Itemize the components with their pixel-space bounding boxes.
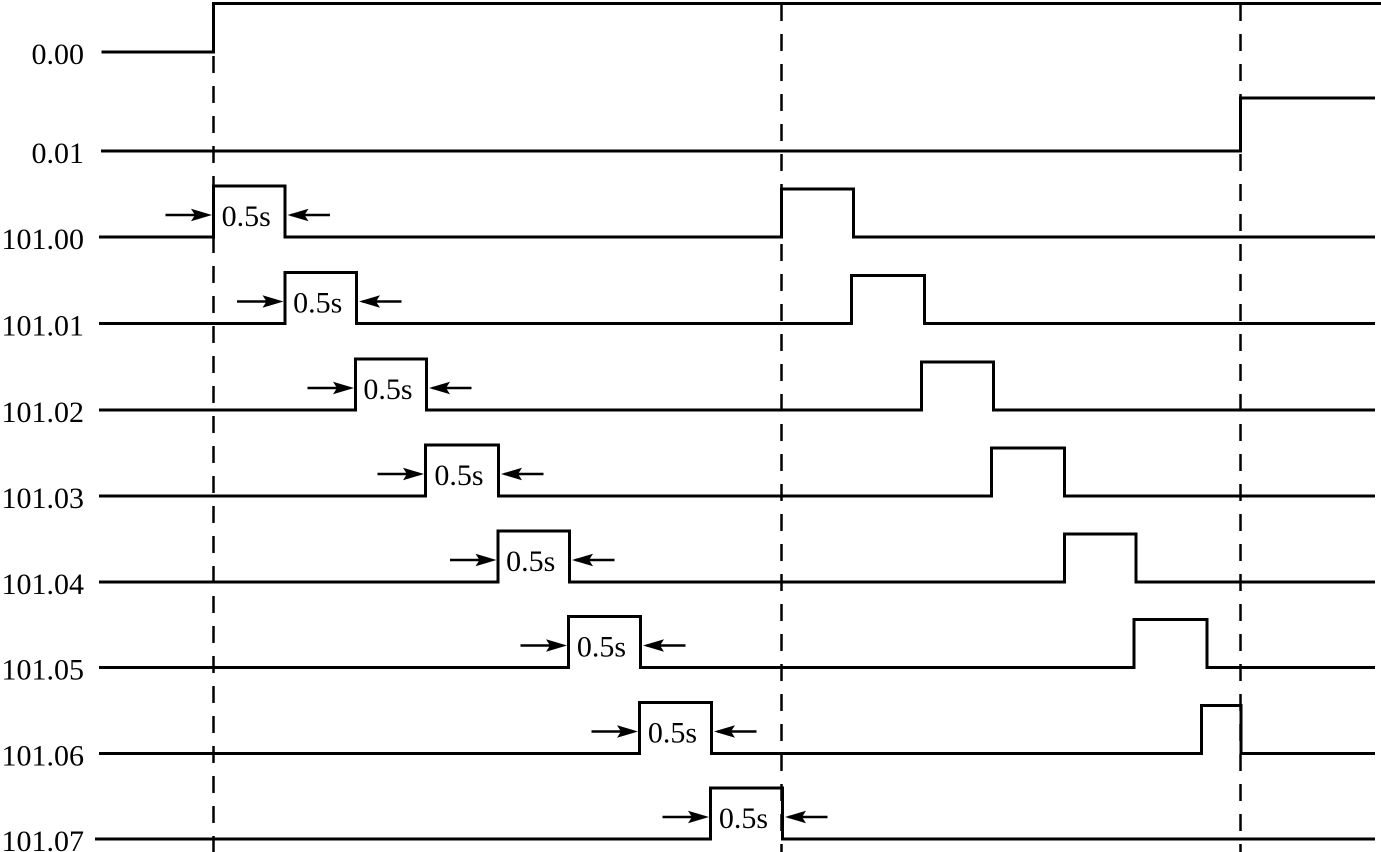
svg-text:0.5s: 0.5s xyxy=(719,802,768,835)
svg-text:101.05: 101.05 xyxy=(2,654,85,687)
svg-text:101.00: 101.00 xyxy=(2,223,85,256)
svg-text:101.04: 101.04 xyxy=(2,568,85,601)
svg-text:0.5s: 0.5s xyxy=(577,631,626,664)
svg-text:101.01: 101.01 xyxy=(2,310,85,343)
svg-text:0.5s: 0.5s xyxy=(506,545,555,578)
svg-text:0.00: 0.00 xyxy=(32,38,85,71)
svg-text:0.5s: 0.5s xyxy=(222,200,271,233)
svg-text:101.02: 101.02 xyxy=(2,396,85,429)
svg-text:101.03: 101.03 xyxy=(2,482,85,515)
svg-text:0.5s: 0.5s xyxy=(363,373,412,406)
svg-text:0.5s: 0.5s xyxy=(434,459,483,492)
svg-text:101.06: 101.06 xyxy=(2,740,85,773)
svg-text:0.5s: 0.5s xyxy=(293,287,342,320)
svg-text:0.5s: 0.5s xyxy=(648,717,697,750)
svg-text:101.07: 101.07 xyxy=(2,825,85,852)
svg-text:0.01: 0.01 xyxy=(32,137,85,170)
